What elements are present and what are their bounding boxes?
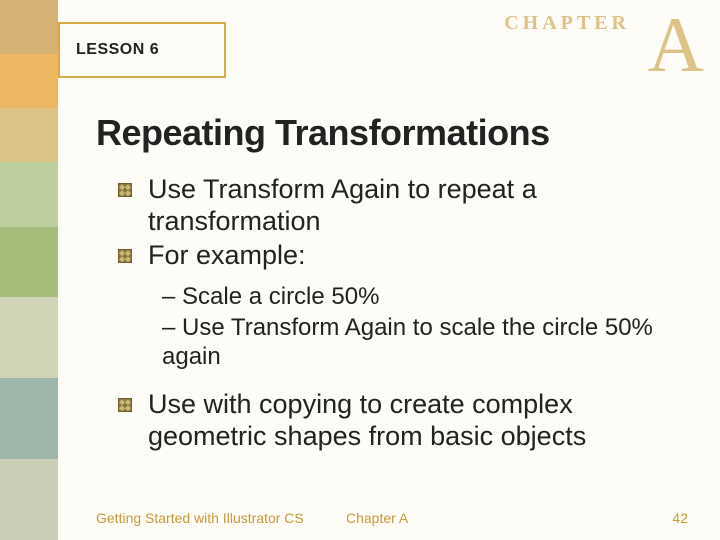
slide-title: Repeating Transformations [96, 112, 550, 154]
bullet-text: For example: [148, 240, 306, 272]
footer-center: Chapter A [346, 510, 526, 526]
bullet-text: Use with copying to create complex geome… [148, 389, 678, 453]
chapter-letter: A [648, 6, 704, 84]
footer: Getting Started with Illustrator CS Chap… [96, 510, 700, 526]
lesson-label: LESSON 6 [76, 41, 159, 59]
footer-left: Getting Started with Illustrator CS [96, 510, 346, 526]
lesson-box: LESSON 6 [58, 22, 226, 78]
decorative-left-strip [0, 0, 58, 540]
bullet-icon [118, 398, 132, 412]
bullet-item: For example: [118, 240, 678, 272]
content-area: Use Transform Again to repeat a transfor… [118, 174, 678, 455]
bullet-icon [118, 249, 132, 263]
sub-list: – Scale a circle 50% – Use Transform Aga… [118, 282, 678, 372]
sub-item: – Scale a circle 50% [162, 282, 678, 311]
chapter-word: CHAPTER [504, 12, 630, 35]
bullet-icon [118, 183, 132, 197]
footer-page-number: 42 [672, 510, 700, 526]
bullet-item: Use with copying to create complex geome… [118, 389, 678, 453]
bullet-item: Use Transform Again to repeat a transfor… [118, 174, 678, 238]
bullet-text: Use Transform Again to repeat a transfor… [148, 174, 678, 238]
sub-item: – Use Transform Again to scale the circl… [162, 313, 678, 372]
